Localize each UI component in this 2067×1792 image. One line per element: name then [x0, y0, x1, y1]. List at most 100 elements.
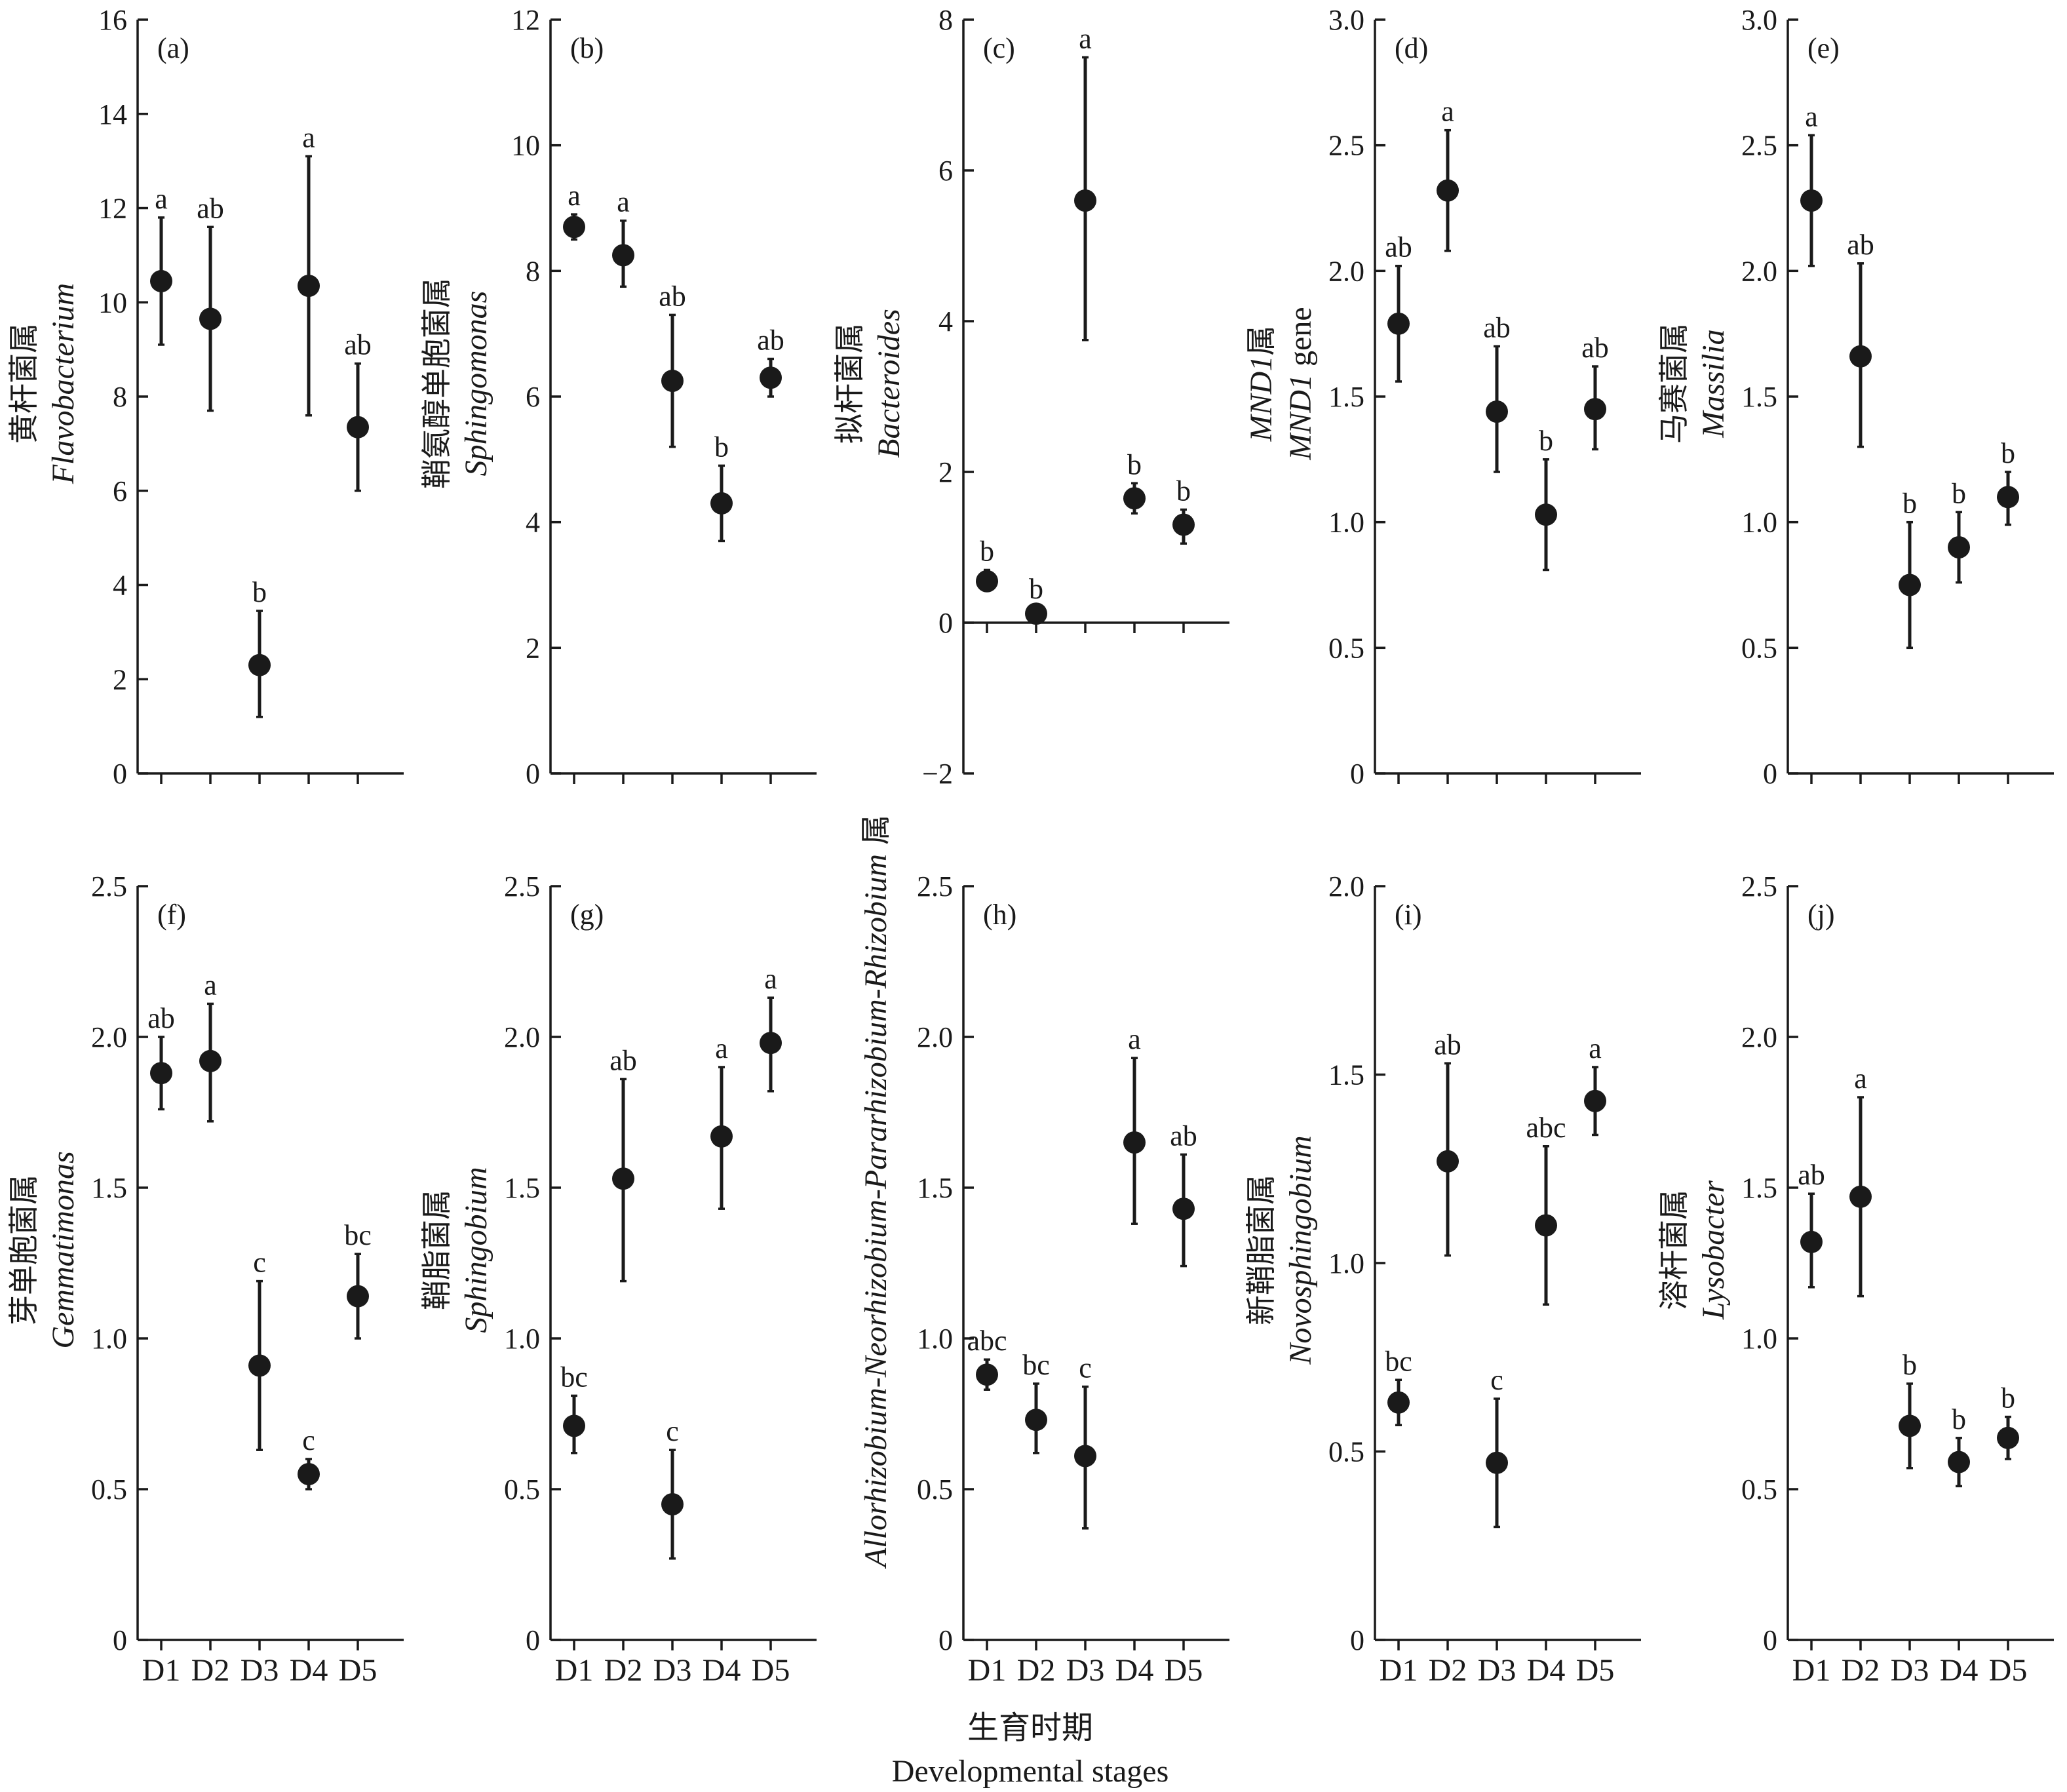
y-axis-title-en: Sphingomonas	[459, 291, 493, 477]
y-tick-label: 1.0	[91, 1323, 127, 1355]
data-point	[1584, 1089, 1606, 1112]
y-tick-label: 6	[938, 155, 953, 187]
data-point	[563, 216, 585, 239]
data-point	[1849, 1185, 1872, 1208]
x-tick-label: D5	[1165, 1653, 1203, 1688]
y-tick-label: 2.0	[1741, 1021, 1777, 1053]
y-tick-label: 4	[526, 507, 540, 539]
significance-label: ab	[757, 324, 784, 357]
y-tick-label: 10	[511, 130, 540, 162]
y-axis-title-en: Allorhizobium-Neorhizobium-Pararhizobium…	[859, 854, 893, 1569]
data-point	[1172, 513, 1195, 536]
y-tick-label: −2	[922, 758, 953, 790]
data-point	[1387, 1391, 1410, 1414]
significance-label: ab	[197, 192, 224, 224]
y-tick-label: 0	[113, 758, 127, 790]
y-tick-label: 3.0	[1328, 4, 1364, 36]
data-point	[1123, 1131, 1146, 1154]
panel-f: 0 0.5 1.0 1.5 2.0 2.5 D1 D2 D3 D4 D5 (f) 芽单胞菌属 Gemmat…	[7, 870, 404, 1688]
significance-label: ab	[1798, 1159, 1825, 1191]
y-axis-title-en-italic: MND1	[1283, 374, 1318, 461]
panel-e: 0 0.5 1.0 1.5 2.0 2.5 3.0 (e) 马赛菌属 Massilia a ab b b b	[1657, 4, 2054, 790]
panel-g: 0 0.5 1.0 1.5 2.0 2.5 D1 D2 D3 D4 D5 (g) 鞘脂菌属 Sphingo…	[420, 870, 817, 1688]
panel-label: (j)	[1807, 899, 1835, 931]
data-point	[1997, 1426, 2019, 1449]
significance-label: b	[1903, 488, 1917, 520]
y-axis-title-cn-rest: 属	[1245, 326, 1278, 356]
x-tick-label: D1	[968, 1653, 1007, 1688]
y-tick-label: 6	[113, 475, 127, 507]
y-tick-label: 2	[113, 663, 127, 695]
y-tick-label: 0.5	[1741, 1473, 1777, 1506]
data-point	[347, 416, 369, 438]
significance-label: b	[980, 536, 994, 568]
y-axis-title: Allorhizobium-Neorhizobium-Pararhizobium…	[859, 815, 893, 1569]
y-axis-title-en: Novosphingobium	[1283, 1135, 1318, 1365]
y-tick-label: 2.0	[504, 1021, 540, 1053]
data-point	[1437, 179, 1459, 202]
y-tick-label: 0	[113, 1624, 127, 1656]
significance-label: b	[714, 431, 729, 463]
x-tick-label: D5	[1989, 1653, 2028, 1688]
x-tick-label: D1	[1380, 1653, 1418, 1688]
significance-label: b	[1127, 448, 1142, 480]
x-tick-label: D5	[339, 1653, 377, 1688]
y-tick-label: 1.0	[504, 1323, 540, 1355]
y-tick-label: 2	[526, 632, 540, 664]
y-tick-label: 0.5	[1328, 1436, 1364, 1468]
data-point	[1849, 345, 1872, 368]
data-point	[1074, 189, 1096, 212]
data-point	[1948, 536, 1970, 558]
y-tick-label: 6	[526, 381, 540, 413]
significance-label: b	[1952, 1403, 1966, 1435]
significance-label: a	[617, 186, 630, 218]
y-tick-label: 4	[113, 570, 127, 602]
significance-label: a	[204, 969, 217, 1001]
x-tick-label: D5	[752, 1653, 790, 1688]
significance-label: a	[1128, 1023, 1141, 1055]
x-tick-label: D1	[555, 1653, 594, 1688]
y-axis-title-en: Lysobacter	[1696, 1180, 1731, 1320]
y-axis-title-cn: 黄杆菌属	[7, 323, 41, 444]
data-point	[1584, 398, 1606, 421]
y-tick-label: 0	[938, 1624, 953, 1656]
data-point	[760, 1032, 782, 1055]
significance-label: ab	[344, 329, 372, 361]
data-point	[1123, 487, 1146, 510]
x-tick-label: D3	[1478, 1653, 1516, 1688]
x-tick-label: D4	[1940, 1653, 1979, 1688]
y-tick-label: 1.5	[504, 1172, 540, 1204]
x-axis-title-en: Developmental stages	[892, 1754, 1169, 1789]
data-point	[1800, 189, 1823, 212]
y-tick-label: 2.5	[1741, 130, 1777, 162]
y-tick-label: 12	[98, 193, 127, 225]
y-axis-title-cn: MND1属	[1244, 326, 1279, 442]
y-axis-title-cn: 属	[859, 815, 893, 845]
significance-label: ab	[1170, 1120, 1197, 1152]
y-axis-title-en: Gemmatimonas	[46, 1151, 81, 1348]
significance-label: ab	[659, 280, 686, 312]
panel-j: 0 0.5 1.0 1.5 2.0 2.5 D1 D2 D3 D4 D5 (j) 溶杆菌属 Lysobac…	[1657, 870, 2054, 1688]
data-point	[976, 570, 998, 593]
significance-label: b	[2001, 437, 2015, 469]
y-axis-title-en: Massilia	[1696, 329, 1731, 438]
significance-label: bc	[1022, 1349, 1050, 1381]
y-tick-label: 2.5	[1741, 870, 1777, 903]
data-point	[199, 1049, 222, 1072]
y-axis-title-cn: 鞘氨醇单胞菌属	[420, 278, 454, 489]
data-point	[298, 275, 320, 298]
significance-label: b	[1176, 475, 1191, 507]
y-tick-label: 12	[511, 4, 540, 36]
significance-label: b	[1539, 425, 1553, 457]
y-tick-label: 1.0	[1328, 507, 1364, 539]
data-point	[760, 366, 782, 389]
panel-label: (h)	[983, 899, 1016, 931]
y-tick-label: 2	[938, 456, 953, 488]
panel-h: 0 0.5 1.0 1.5 2.0 2.5 D1 D2 D3 D4 D5 (h) Allorhizobi…	[859, 815, 1229, 1688]
y-tick-label: 2.0	[1328, 870, 1364, 903]
y-tick-label: 10	[98, 286, 127, 319]
significance-label: b	[1029, 573, 1043, 605]
data-point	[1997, 486, 2019, 509]
significance-label: a	[302, 121, 315, 153]
